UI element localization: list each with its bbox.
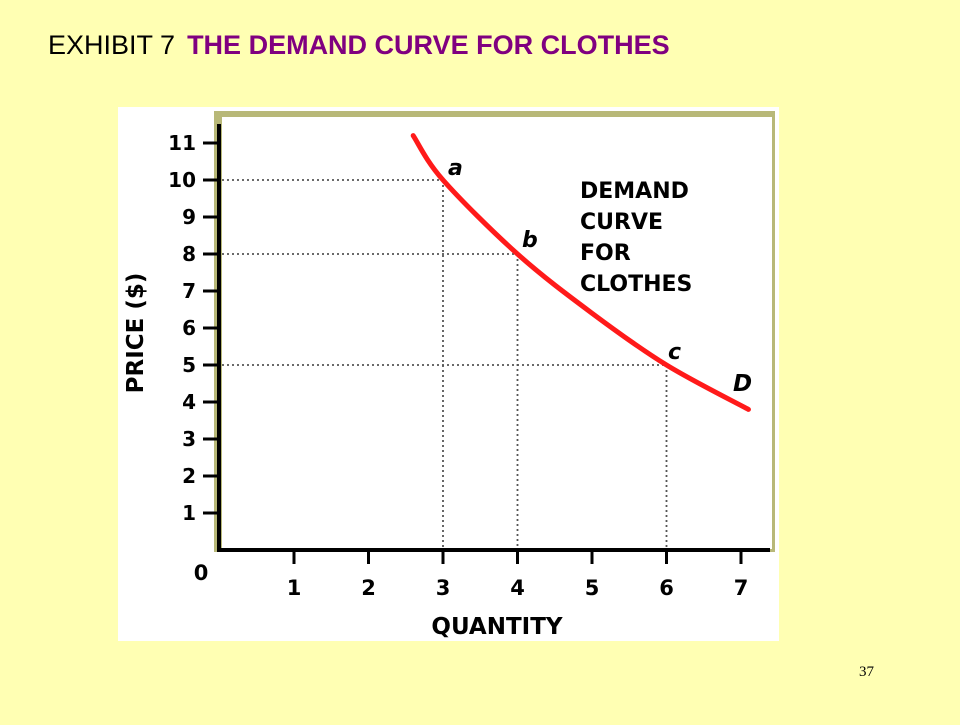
x-axis-title: QUANTITY bbox=[431, 614, 563, 640]
x-tick-label: 5 bbox=[585, 576, 600, 600]
y-tick-label: 3 bbox=[182, 427, 196, 451]
demand-curve-line bbox=[410, 133, 751, 412]
y-tick-label: 11 bbox=[168, 131, 196, 155]
page-number: 37 bbox=[859, 664, 874, 680]
annotation-line: CURVE bbox=[580, 210, 663, 235]
annotation-line: FOR bbox=[580, 241, 631, 266]
point-label-a: a bbox=[448, 156, 463, 181]
x-tick-label: 7 bbox=[734, 576, 749, 600]
exhibit-heading: THE DEMAND CURVE FOR CLOTHES bbox=[187, 30, 670, 60]
origin-label: 0 bbox=[194, 561, 209, 585]
plot-area bbox=[222, 117, 772, 549]
y-tick-label: 2 bbox=[182, 464, 196, 488]
x-tick-label: 6 bbox=[659, 576, 674, 600]
y-tick-label: 1 bbox=[182, 501, 196, 525]
slide-title: EXHIBIT 7 THE DEMAND CURVE FOR CLOTHES bbox=[48, 30, 670, 61]
y-tick-label: 4 bbox=[182, 390, 196, 414]
annotation-line: DEMAND bbox=[580, 179, 689, 204]
y-tick-label: 7 bbox=[182, 279, 196, 303]
x-tick-label: 2 bbox=[361, 576, 376, 600]
y-tick-label: 5 bbox=[182, 353, 196, 377]
x-tick-label: 4 bbox=[510, 576, 525, 600]
x-tick-label: 3 bbox=[436, 576, 451, 600]
y-tick-label: 10 bbox=[168, 168, 196, 192]
annotation-line: CLOTHES bbox=[580, 272, 692, 297]
y-tick-label: 9 bbox=[182, 205, 196, 229]
series-label-d: D bbox=[733, 371, 752, 397]
y-tick-label: 8 bbox=[182, 242, 196, 266]
point-label-b: b bbox=[522, 228, 538, 253]
y-tick-label: 6 bbox=[182, 316, 196, 340]
y-axis-title: PRICE ($) bbox=[123, 273, 149, 394]
point-label-c: c bbox=[668, 340, 681, 365]
exhibit-label: EXHIBIT 7 bbox=[48, 30, 176, 60]
x-tick-label: 1 bbox=[287, 576, 302, 600]
